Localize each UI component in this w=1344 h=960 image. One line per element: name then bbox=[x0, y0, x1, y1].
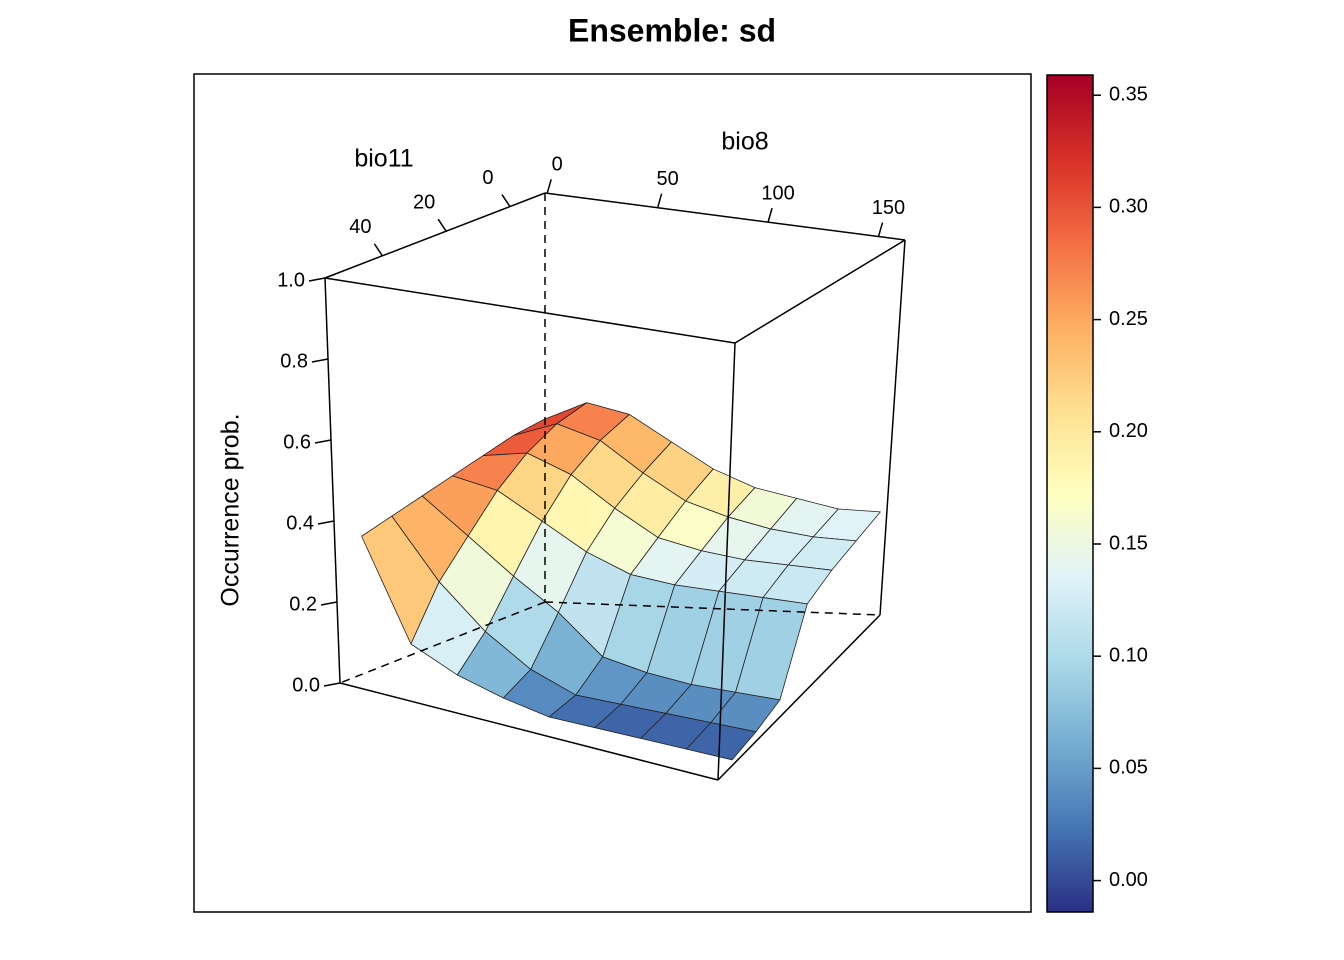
colorbar-tick-label: 0.20 bbox=[1109, 420, 1148, 442]
y-axis-label: bio11 bbox=[354, 145, 413, 173]
z-tick bbox=[311, 358, 329, 363]
box-edge bbox=[339, 601, 546, 684]
z-tick-label: 0.8 bbox=[280, 350, 308, 372]
y-tick-label: 20 bbox=[413, 191, 435, 213]
chart-title: Ensemble: sd bbox=[568, 12, 776, 48]
x-tick-label: 100 bbox=[761, 182, 794, 204]
z-tick bbox=[308, 277, 326, 282]
y-tick bbox=[501, 194, 511, 207]
z-tick-label: 0.0 bbox=[292, 674, 320, 696]
z-tick-label: 0.2 bbox=[289, 593, 317, 615]
y-tick bbox=[437, 218, 447, 232]
colorbar-tick-label: 0.05 bbox=[1109, 757, 1148, 779]
x-tick-label: 150 bbox=[872, 197, 905, 219]
z-tick bbox=[320, 601, 338, 606]
x-tick bbox=[877, 222, 884, 237]
x-axis-label: bio8 bbox=[721, 128, 768, 156]
surface bbox=[361, 402, 881, 761]
x-tick bbox=[546, 179, 552, 194]
colorbar-tick-label: 0.30 bbox=[1109, 196, 1148, 218]
x-tick bbox=[767, 207, 773, 223]
z-tick bbox=[314, 439, 332, 444]
y-tick bbox=[373, 243, 384, 257]
box-edge bbox=[717, 342, 736, 781]
box-edge bbox=[339, 682, 719, 781]
colorbar-tick-label: 0.00 bbox=[1109, 869, 1148, 891]
plot-frame bbox=[193, 73, 1032, 913]
surface-cell bbox=[686, 722, 757, 761]
box-edge bbox=[544, 192, 906, 241]
z-tick bbox=[323, 682, 341, 687]
y-tick-label: 40 bbox=[349, 216, 371, 238]
colorbar-tick-label: 0.10 bbox=[1109, 644, 1148, 666]
box-edge bbox=[734, 239, 906, 344]
box-edge bbox=[324, 277, 341, 684]
x-tick bbox=[656, 193, 663, 208]
z-tick bbox=[317, 520, 335, 525]
z-axis-label: Occurrence prob. bbox=[217, 413, 245, 606]
x-tick-label: 50 bbox=[657, 168, 679, 190]
colorbar-tick-label: 0.15 bbox=[1109, 532, 1148, 554]
colorbar bbox=[1046, 74, 1094, 913]
z-tick-label: 0.4 bbox=[286, 512, 314, 534]
y-tick-label: 0 bbox=[482, 167, 493, 189]
box-edge bbox=[879, 239, 906, 616]
box-edge bbox=[324, 277, 736, 344]
box-edge bbox=[717, 614, 881, 781]
z-tick-label: 1.0 bbox=[277, 269, 305, 291]
box-edge bbox=[324, 192, 546, 279]
colorbar-tick-label: 0.25 bbox=[1109, 308, 1148, 330]
z-tick-label: 0.6 bbox=[283, 431, 311, 453]
colorbar-tick-label: 0.35 bbox=[1109, 83, 1148, 105]
x-tick-label: 0 bbox=[552, 154, 563, 176]
